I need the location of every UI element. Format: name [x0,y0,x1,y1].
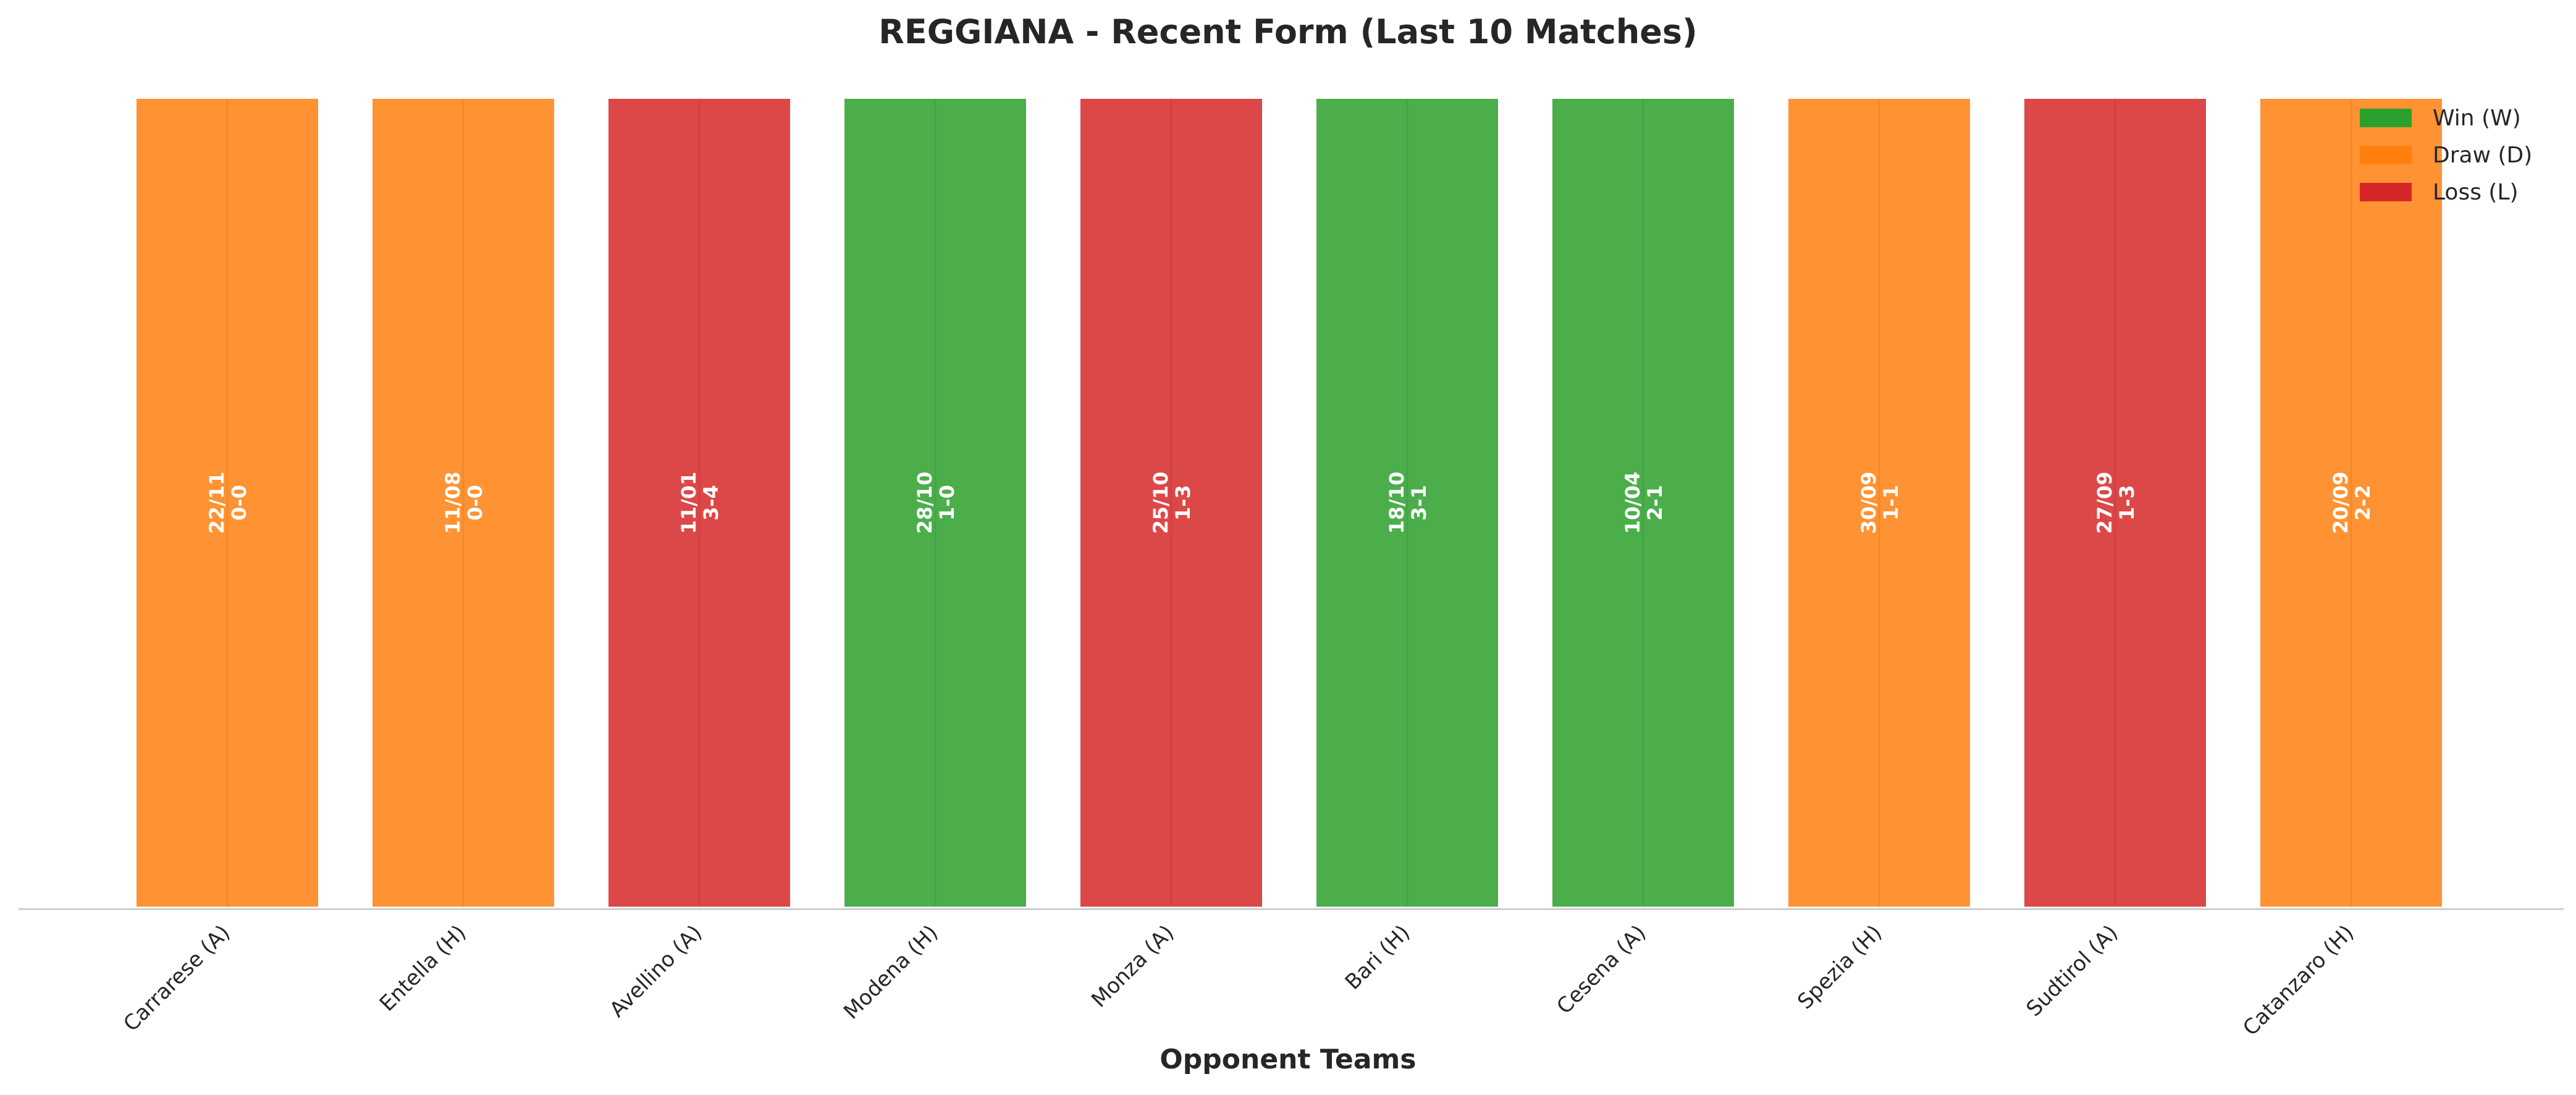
legend-swatch-l [2360,183,2412,201]
bar-annotation: 28/101-0 [913,472,959,534]
bar-annotation: 10/042-1 [1621,472,1667,534]
bar-annotation: 18/103-1 [1385,472,1431,534]
bar-annotation: 25/101-3 [1149,472,1195,534]
match-date-label: 20/09 [2329,472,2352,534]
bar-spezia-h [1786,96,1972,909]
bar-cesena-a [1550,96,1736,909]
match-date-label: 18/10 [1385,472,1408,534]
chart-title: REGGIANA - Recent Form (Last 10 Matches) [878,12,1698,51]
match-date-label: 25/10 [1149,472,1172,534]
legend-swatch-w [2360,109,2412,127]
bar-avellino-a [606,96,793,909]
bar-labels-group: 22/110-0 11/080-0 11/013-4 28/101-0 25/101-3… [205,472,2375,534]
match-score-label: 1-3 [1171,485,1195,521]
bar-annotation: 11/080-0 [441,472,487,534]
match-score-label: 0-0 [463,485,487,521]
match-date-label: 11/01 [677,472,701,534]
match-score-label: 2-1 [1643,485,1667,521]
bar-annotation: 30/091-1 [1857,472,1903,534]
match-date-label: 10/04 [1621,472,1644,534]
bar-annotation: 20/092-2 [2329,472,2375,534]
bar-modena-h [842,96,1029,909]
legend-label-l: Loss (L) [2433,180,2519,205]
match-date-label: 27/09 [2093,472,2116,534]
bar-annotation: 11/013-4 [677,472,723,534]
match-score-label: 3-4 [699,485,723,521]
match-score-label: 1-3 [2115,485,2139,521]
match-date-label: 11/08 [441,472,465,534]
bar-bari-h [1314,96,1501,909]
match-score-label: 1-0 [935,485,959,521]
bar-catanzaro-h [2258,96,2444,909]
legend: Win (W) Draw (D) Loss (L) [2360,106,2532,205]
legend-label-w: Win (W) [2433,106,2521,131]
bar-annotation: 22/110-0 [205,472,251,534]
match-date-label: 22/11 [205,472,229,534]
match-score-label: 2-2 [2351,485,2375,521]
match-date-label: 28/10 [913,472,937,534]
x-axis-label: Opponent Teams [1160,1044,1416,1075]
match-score-label: 0-0 [227,485,251,521]
legend-swatch-d [2360,146,2412,164]
bars-group [134,96,2444,909]
match-score-label: 1-1 [1879,485,1903,521]
bar-annotation: 27/091-3 [2093,472,2139,534]
match-date-label: 30/09 [1857,472,1880,534]
bar-carrarese-a [134,96,321,909]
legend-label-d: Draw (D) [2433,143,2532,168]
match-score-label: 3-1 [1407,485,1431,521]
bar-entella-h [370,96,557,909]
bar-monza-a [1078,96,1265,909]
bar-sudtirol-a [2022,96,2208,909]
